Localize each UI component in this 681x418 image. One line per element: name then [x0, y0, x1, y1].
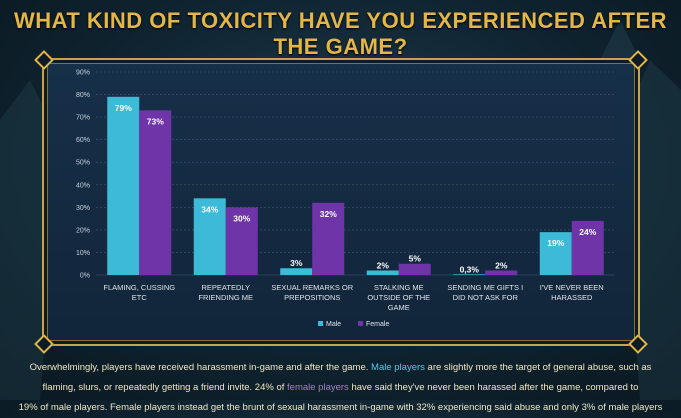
data-label: 19%	[547, 238, 564, 248]
data-label: 73%	[147, 116, 164, 126]
female-players-highlight: female players	[287, 382, 349, 393]
bar	[107, 96, 140, 275]
data-label: 32%	[320, 209, 337, 219]
y-tick-label: 50%	[76, 160, 90, 167]
bar	[366, 270, 399, 275]
legend-label: Female	[366, 321, 389, 328]
description-text-segment: Overwhelmingly, players have received ha…	[29, 362, 372, 373]
description-line-2: flaming, slurs, or repeatedly getting a …	[10, 378, 671, 398]
page-title: WHAT KIND OF TOXICITY HAVE YOU EXPERIENC…	[13, 8, 668, 59]
y-tick-label: 90%	[76, 70, 90, 77]
data-label: 5%	[409, 254, 422, 264]
description-text: Overwhelmingly, players have received ha…	[10, 358, 671, 418]
x-category-label: SEXUAL REMARKS OR	[271, 283, 353, 292]
bar	[139, 110, 172, 275]
y-tick-label: 80%	[76, 92, 90, 99]
data-label: 34%	[201, 204, 218, 214]
data-label: 2%	[495, 260, 508, 270]
bar	[398, 263, 431, 275]
x-category-label: PREPOSITIONS	[284, 293, 340, 302]
description-line-1: Overwhelmingly, players have received ha…	[10, 358, 671, 378]
x-category-label: DID NOT ASK FOR	[453, 293, 519, 302]
description-line-3: 19% of male players. Female players inst…	[18, 402, 663, 413]
x-category-label: OUTSIDE OF THE	[367, 293, 430, 302]
bar	[539, 232, 572, 275]
data-label: 3%	[290, 258, 303, 268]
y-tick-label: 60%	[76, 137, 90, 144]
x-category-label: HARASSED	[551, 293, 593, 302]
description-text-segment: flaming, slurs, or repeatedly getting a …	[42, 382, 288, 393]
x-category-label: I'VE NEVER BEEN	[540, 283, 604, 292]
data-label: 79%	[115, 103, 132, 113]
bar	[225, 207, 258, 275]
y-tick-label: 10%	[76, 250, 90, 257]
bar	[280, 268, 313, 275]
bar-chart: 0% 10% 20% 30% 40% 50% 60% 70% 80% 90% 79% 73% FLAMI…	[76, 70, 615, 328]
legend-label: Male	[326, 321, 341, 328]
x-category-label: FLAMING, CUSSING	[103, 283, 175, 292]
y-tick-label: 20%	[76, 227, 90, 234]
x-category-label: ETC	[132, 293, 148, 302]
y-tick-label: 30%	[76, 205, 90, 212]
x-category-label: FRIENDING ME	[198, 293, 253, 302]
x-category-label: REPEATEDLY	[202, 283, 251, 292]
legend-swatch	[358, 321, 363, 326]
bar	[453, 274, 486, 275]
data-label: 0,3%	[460, 264, 480, 274]
description-text-segment: have said they've never been harassed af…	[348, 382, 639, 393]
bar	[485, 270, 518, 275]
x-category-label: STALKING ME	[374, 283, 424, 292]
chart-frame	[34, 50, 648, 354]
bar	[571, 220, 604, 275]
data-label: 30%	[233, 213, 250, 223]
y-tick-label: 70%	[76, 115, 90, 122]
bar	[193, 198, 226, 275]
bar	[312, 202, 345, 275]
x-category-label: SENDING ME GIFTS I	[447, 283, 523, 292]
y-tick-label: 40%	[76, 182, 90, 189]
data-label: 24%	[579, 227, 596, 237]
data-label: 2%	[377, 260, 390, 270]
male-players-highlight: Male players	[371, 362, 425, 373]
y-tick-label: 0%	[80, 273, 90, 280]
legend-swatch	[318, 321, 323, 326]
x-category-label: GAME	[388, 303, 410, 312]
description-text-segment: are slightly more the target of general …	[424, 362, 652, 373]
